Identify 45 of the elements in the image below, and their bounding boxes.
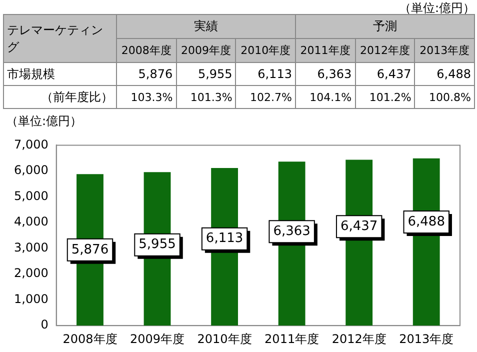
text: （単位:億円）	[398, 0, 475, 15]
data-label: 5,876	[71, 242, 109, 258]
text: テレマーケティング	[4, 14, 116, 62]
data-label: 6,488	[408, 214, 445, 230]
y-tick-label: 4,000	[14, 214, 48, 229]
y-axis-title: （単位:億円）	[6, 113, 82, 130]
x-tick-label: 2011年度	[264, 332, 320, 346]
text: 100.8%	[414, 86, 474, 108]
text: 104.1%	[295, 86, 356, 108]
x-tick-label: 2010年度	[197, 332, 252, 346]
y-tick-label: 5,000	[14, 188, 48, 203]
text: 6,363	[317, 67, 352, 81]
data-label: 6,113	[206, 231, 244, 246]
y-tick-label: 0	[40, 318, 48, 332]
text: 102.7%	[236, 86, 296, 108]
x-tick-label: 2009年度	[130, 332, 185, 346]
x-tick-label: 2013年度	[399, 332, 454, 346]
y-tick-label: 3,000	[14, 240, 48, 254]
text: 6,437	[376, 67, 412, 81]
category-label: 2008年度	[121, 44, 172, 57]
text: 5,955	[198, 67, 232, 81]
category-label: 2011年度	[300, 44, 350, 57]
text: 6,113	[258, 67, 292, 81]
y-tick-label: 1,000	[14, 292, 48, 306]
y-tick-label: 6,000	[14, 163, 48, 178]
data-label: 6,363	[273, 224, 310, 239]
text: 5,876	[138, 67, 173, 81]
text: 101.2%	[355, 86, 415, 108]
category-label: 2013年度	[420, 44, 470, 57]
y-tick-label: 2,000	[14, 266, 48, 280]
text: 101.3%	[176, 86, 236, 108]
text: 市場規模	[4, 62, 116, 86]
category-label: 2009年度	[180, 44, 231, 57]
text: 103.3%	[116, 86, 176, 108]
text: 予測	[295, 14, 474, 38]
text: 実績	[116, 14, 296, 38]
x-tick-label: 2012年度	[332, 332, 386, 346]
category-label: 2012年度	[360, 44, 410, 57]
y-tick-label: 7,000	[14, 137, 48, 152]
data-label: 5,955	[138, 237, 176, 252]
text: （前年度比）	[4, 86, 116, 108]
x-tick-label: 2008年度	[62, 332, 118, 346]
data-label: 6,437	[340, 219, 378, 234]
category-label: 2010年度	[240, 44, 291, 57]
text: 6,488	[436, 67, 471, 81]
